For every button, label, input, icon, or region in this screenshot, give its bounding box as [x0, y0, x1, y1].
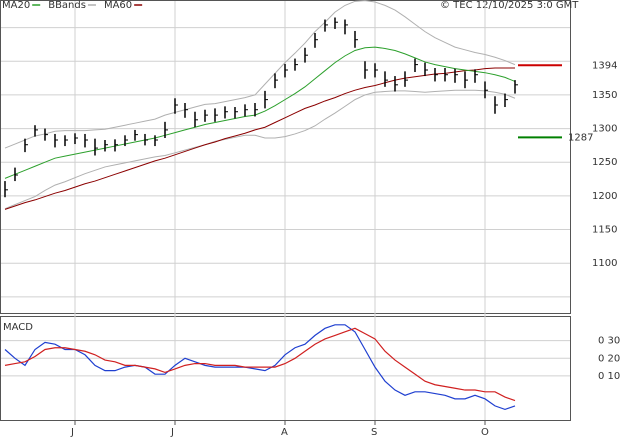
- y-tick-label: 0 30: [598, 336, 620, 347]
- x-tick-label: J: [70, 427, 74, 438]
- legend-label: BBands: [48, 0, 86, 11]
- y-tick-label: 0 20: [598, 353, 620, 364]
- y-tick-label: 1100: [592, 258, 617, 269]
- level-label: 1394: [592, 60, 617, 71]
- legend-label: MA20: [2, 0, 30, 11]
- level-label: 1287: [568, 132, 593, 143]
- y-tick-label: 0 10: [598, 371, 620, 382]
- line-series: [4, 324, 516, 411]
- legend-label: MA60: [104, 0, 132, 11]
- y-tick-label: 1150: [592, 225, 617, 236]
- line-series: [4, 67, 515, 210]
- x-tick-label: O: [481, 427, 489, 438]
- copyright: © TEC 12/10/2025 3:0 GMT: [440, 0, 579, 11]
- x-tick-label: J: [170, 427, 174, 438]
- macd-title: MACD: [3, 322, 33, 333]
- y-tick-label: 1350: [592, 90, 617, 101]
- x-tick-label: S: [371, 427, 377, 438]
- line-series: [4, 327, 516, 402]
- x-tick-label: A: [281, 427, 288, 438]
- y-tick-label: 1300: [592, 124, 617, 135]
- line-series: [4, 46, 516, 179]
- line-series: [4, 0, 516, 149]
- y-tick-label: 1200: [592, 191, 617, 202]
- line-series: [4, 89, 516, 210]
- y-tick-label: 1250: [592, 157, 617, 168]
